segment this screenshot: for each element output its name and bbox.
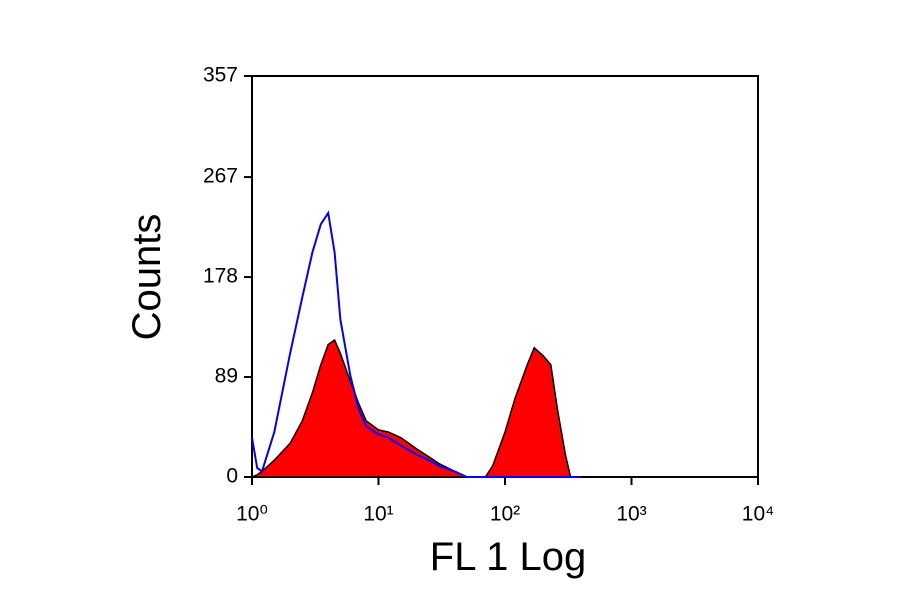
x-tick-label: 10¹ bbox=[363, 503, 393, 526]
x-tick-label: 10⁴ bbox=[742, 503, 774, 526]
x-tick-label: 10⁰ bbox=[236, 503, 268, 526]
y-tick-label: 267 bbox=[203, 165, 238, 188]
x-axis-label: FL 1 Log bbox=[430, 535, 586, 579]
line-histogram bbox=[251, 210, 582, 478]
y-tick-label: 178 bbox=[203, 265, 238, 288]
y-axis-label: Counts bbox=[125, 214, 169, 341]
x-tick-label: 10³ bbox=[616, 503, 646, 526]
x-tick-label: 10² bbox=[490, 503, 520, 526]
y-tick-label: 0 bbox=[226, 465, 238, 488]
y-tick-label: 89 bbox=[215, 365, 238, 388]
filled-histogram bbox=[251, 338, 582, 478]
y-tick-label: 357 bbox=[203, 64, 238, 87]
